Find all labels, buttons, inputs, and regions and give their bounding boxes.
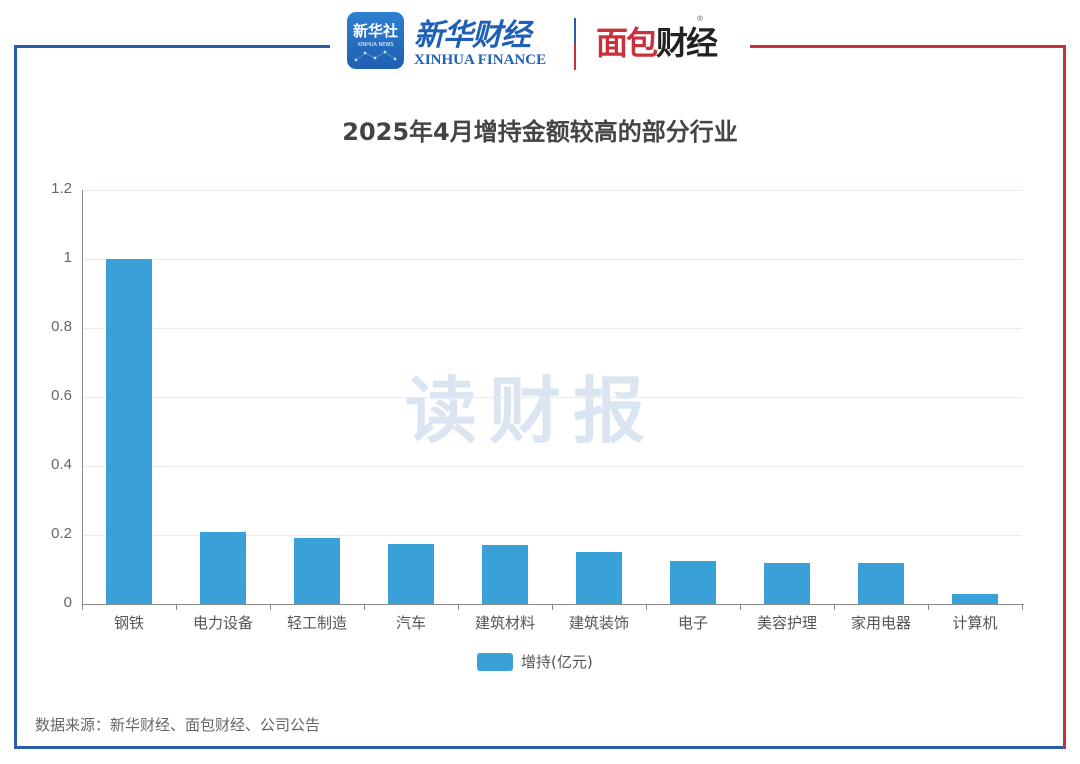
registered-mark: ® — [696, 14, 704, 23]
x-tick-mark — [82, 604, 83, 610]
xinhua-finance-logo-en: XINHUA FINANCE — [414, 52, 547, 68]
x-tick-mark — [834, 604, 835, 610]
x-tick-label: 计算机 — [952, 614, 998, 632]
x-tick-label: 建筑装饰 — [568, 614, 629, 632]
x-axis-line — [82, 604, 1024, 605]
y-axis-line — [82, 190, 83, 608]
frame-border-left — [14, 45, 17, 749]
bar[interactable] — [200, 531, 246, 604]
gridline — [82, 466, 1022, 467]
xinhua-news-logo-en: XINHUA NEWS — [357, 42, 394, 48]
plot-area — [82, 190, 1022, 604]
x-tick-mark — [176, 604, 177, 610]
gridline — [82, 535, 1022, 536]
x-tick-label: 电力设备 — [192, 614, 253, 632]
bar[interactable] — [576, 552, 622, 604]
logo-divider — [574, 18, 576, 70]
x-tick-label: 美容护理 — [756, 614, 817, 632]
mianbao-logo-part2: 财经 — [656, 24, 718, 62]
legend-label: 增持(亿元) — [521, 653, 593, 671]
gridline — [82, 397, 1022, 398]
x-tick-label: 电子 — [677, 614, 708, 632]
gridline — [82, 190, 1022, 191]
y-tick-label: 0.6 — [51, 387, 72, 404]
watermark: 读财报 — [405, 369, 658, 453]
bar[interactable] — [858, 562, 904, 604]
x-tick-label: 轻工制造 — [286, 614, 347, 632]
network-dots-icon — [354, 50, 397, 62]
x-tick-label: 钢铁 — [113, 614, 144, 632]
xinhua-finance-logo-cn: 新华财经 — [414, 18, 531, 53]
x-tick-mark — [552, 604, 553, 610]
data-source-note: 数据来源：新华财经、面包财经、公司公告 — [35, 716, 321, 734]
mianbao-logo-part1: 面包 — [596, 24, 658, 62]
x-tick-mark — [458, 604, 459, 610]
x-tick-mark — [740, 604, 741, 610]
x-tick-label: 建筑材料 — [474, 614, 535, 632]
x-tick-mark — [928, 604, 929, 610]
x-tick-label: 家用电器 — [850, 614, 911, 632]
y-tick-label: 1 — [63, 249, 72, 266]
y-tick-label: 1.2 — [51, 180, 72, 197]
xinhua-news-logo: 新华社 XINHUA NEWS — [347, 12, 404, 69]
frame-border-top-right — [750, 45, 1066, 48]
y-tick-label: 0.8 — [51, 318, 72, 335]
x-tick-mark — [364, 604, 365, 610]
bar[interactable] — [764, 562, 810, 604]
y-tick-label: 0.2 — [51, 525, 72, 542]
x-tick-label: 汽车 — [395, 614, 426, 632]
frame-border-bottom — [14, 746, 1066, 749]
frame-border-right — [1063, 45, 1066, 749]
y-tick-label: 0 — [63, 594, 72, 611]
bar[interactable] — [388, 543, 434, 604]
legend-swatch — [477, 652, 513, 671]
x-tick-mark — [270, 604, 271, 610]
x-tick-mark — [646, 604, 647, 610]
mianbao-finance-logo: 面包财经 ® — [596, 14, 718, 64]
bar[interactable] — [294, 538, 340, 604]
xinhua-finance-logo: 新华财经 XINHUA FINANCE — [414, 10, 554, 72]
xinhua-news-logo-cn: 新华社 — [352, 22, 398, 40]
x-tick-mark — [1022, 604, 1023, 610]
y-tick-label: 0.4 — [51, 456, 72, 473]
bar[interactable] — [952, 593, 998, 604]
bar[interactable] — [106, 259, 152, 604]
legend[interactable]: 增持(亿元) — [477, 651, 593, 672]
gridline — [82, 259, 1022, 260]
gridline — [82, 328, 1022, 329]
bar[interactable] — [482, 545, 528, 604]
bar[interactable] — [670, 560, 716, 604]
chart-title: 2025年4月增持金额较高的部分行业 — [342, 118, 738, 146]
frame-border-top-left — [14, 45, 330, 48]
